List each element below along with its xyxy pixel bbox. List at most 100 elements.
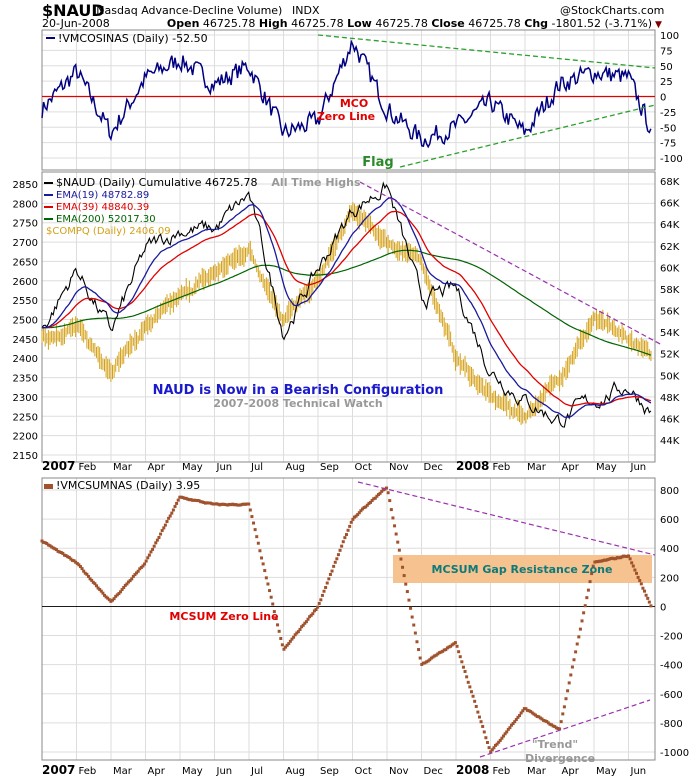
- mcsum-point: [53, 547, 57, 551]
- mcsum-point: [412, 623, 416, 627]
- y-right-tick-label: 60K: [660, 263, 680, 274]
- mcsum-point: [163, 523, 167, 527]
- month-label: Aug: [286, 462, 306, 473]
- mcsum-point: [58, 550, 62, 554]
- mcsum-point: [317, 601, 321, 605]
- month-label: Oct: [355, 766, 372, 777]
- mcsum-point: [431, 655, 435, 659]
- mcsum-point: [165, 520, 169, 524]
- y-left-tick-label: 2250: [13, 412, 38, 423]
- mcsum-point: [391, 516, 395, 520]
- mcsum-point: [397, 548, 401, 552]
- mcsum-point: [191, 498, 195, 502]
- mcsum-point: [635, 571, 639, 575]
- mcsum-point: [59, 551, 63, 555]
- mcsum-point: [104, 595, 108, 599]
- mcsum-point: [421, 661, 425, 665]
- mcsum-point: [455, 644, 459, 648]
- flag-upper-trendline: [317, 34, 656, 69]
- mcsum-point: [423, 661, 427, 665]
- mcsum-point: [538, 716, 542, 720]
- mcsum-point: [186, 497, 190, 501]
- mcsum-point: [401, 565, 405, 569]
- y-right-tick-label: 68K: [660, 177, 680, 188]
- mcsum-point: [211, 502, 215, 506]
- mcsum-point: [471, 694, 475, 698]
- mcsum-point: [437, 651, 441, 655]
- mcsum-point: [122, 585, 126, 589]
- mcsum-point: [631, 564, 635, 568]
- mcsum-point: [123, 583, 127, 587]
- mcsum-point: [354, 514, 358, 518]
- mcsum-point: [138, 567, 142, 571]
- mcsum-point: [588, 580, 592, 584]
- mcsum-point: [70, 558, 74, 562]
- month-label: Nov: [389, 766, 409, 777]
- mcsum-point: [218, 503, 222, 507]
- mcsum-point: [570, 665, 574, 669]
- mcsum-point: [338, 548, 342, 552]
- y-tick-label: 100: [660, 31, 679, 42]
- mcsum-point: [316, 605, 320, 609]
- mcsum-legend-swatch: [44, 484, 53, 489]
- mcsum-point: [609, 557, 613, 561]
- mcsum-point: [522, 707, 526, 711]
- ema200-line: [42, 249, 652, 356]
- mcsum-point: [617, 556, 621, 560]
- mcsum-point: [396, 540, 400, 544]
- y-tick-label: -800: [660, 719, 683, 730]
- y-right-tick-label: 46K: [660, 414, 680, 425]
- month-label: Apr: [148, 462, 166, 473]
- mcsum-point: [615, 556, 619, 560]
- mcsum-point: [449, 644, 453, 648]
- mcsum-point: [410, 615, 414, 619]
- mcsum-point: [324, 585, 328, 589]
- naud-legend: $NAUD (Daily) Cumulative 46725.78: [56, 176, 257, 189]
- mcsum-point: [604, 558, 608, 562]
- mcsum-point: [450, 643, 454, 647]
- mcsum-point: [170, 511, 174, 515]
- mcsum-point: [367, 501, 371, 505]
- y-left-tick-label: 2500: [13, 316, 38, 327]
- mcsum-point: [542, 718, 546, 722]
- mcsum-point: [78, 565, 82, 569]
- mcsum-point: [327, 577, 331, 581]
- mcsum-point: [405, 590, 409, 594]
- mcsum-downtrend-line: [357, 481, 656, 556]
- y-right-tick-label: 66K: [660, 199, 680, 210]
- mcsum-point: [336, 553, 340, 557]
- mcsum-point: [90, 578, 94, 582]
- mcsum-point: [468, 685, 472, 689]
- mcsum-point: [131, 574, 135, 578]
- y-tick-label: 75: [660, 46, 673, 57]
- naud-line: [41, 181, 652, 428]
- mcsum-point: [646, 596, 650, 600]
- mcsum-point: [372, 497, 376, 501]
- mcsum-point: [107, 598, 111, 602]
- mcsum-point: [45, 541, 49, 545]
- mcsum-point: [458, 655, 462, 659]
- mcsum-point: [179, 495, 183, 499]
- mcsum-point: [75, 561, 79, 565]
- mcsum-point: [569, 673, 573, 677]
- mcsum-point: [282, 647, 286, 651]
- month-label: Mar: [527, 462, 547, 473]
- y-left-tick-label: 2200: [13, 432, 38, 443]
- mcsum-point: [626, 554, 630, 558]
- mcsum-point: [580, 619, 584, 623]
- month-label: Dec: [424, 766, 443, 777]
- date: 20-Jun-2008: [42, 17, 110, 30]
- naud-legend-swatch: [44, 182, 53, 184]
- mcsum-point: [404, 582, 408, 586]
- mcsum-point: [481, 724, 485, 728]
- mcsum-point: [519, 711, 523, 715]
- mco-label: MCO: [340, 97, 368, 110]
- mcsum-point: [266, 582, 270, 586]
- mcsum-point: [428, 658, 432, 662]
- mcsum-point: [322, 589, 326, 593]
- mcsum-point: [287, 642, 291, 646]
- gap-zone-label: MCSUM Gap Resistance Zone: [432, 563, 613, 576]
- mcsum-point: [114, 594, 118, 598]
- mcsum-point: [434, 653, 438, 657]
- mcsum-point: [638, 579, 642, 583]
